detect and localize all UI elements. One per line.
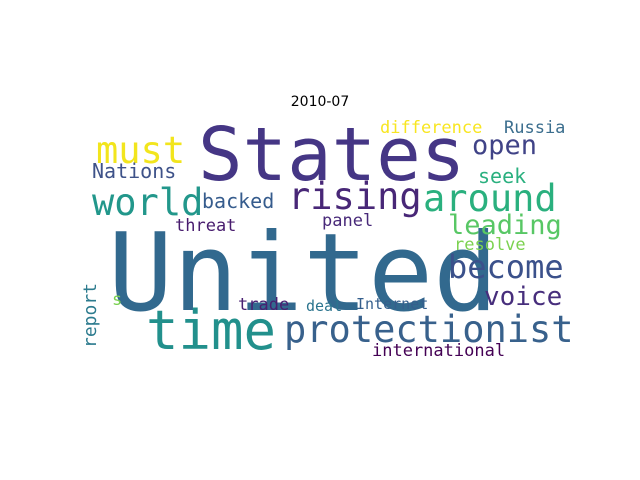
word-open: open <box>472 130 538 161</box>
word-voice: voice <box>484 282 563 312</box>
word-russia: Russia <box>504 118 566 138</box>
word-protectionist: protectionist <box>284 308 574 351</box>
word-united: United <box>108 211 499 336</box>
word-report: report <box>80 282 101 348</box>
word-rising: rising <box>288 175 422 218</box>
word-cloud: United States time protectionist must wo… <box>80 112 574 362</box>
word-backed: backed <box>202 189 275 213</box>
word-time: time <box>146 299 277 362</box>
word-resolve: resolve <box>454 235 526 255</box>
word-panel: panel <box>322 211 374 231</box>
word-nations: Nations <box>92 159 177 183</box>
word-seek: seek <box>478 164 527 188</box>
word-deal: deal <box>306 297 343 315</box>
word-world: world <box>92 181 204 224</box>
word-become: become <box>448 248 564 286</box>
word-international: international <box>372 341 506 361</box>
word-leading: leading <box>448 210 562 241</box>
word-internet: Internet <box>356 295 429 313</box>
word-threat: threat <box>175 216 237 236</box>
word-difference: difference <box>380 118 483 138</box>
word-states: States <box>198 112 466 198</box>
word-must: must <box>96 129 186 172</box>
chart-title: 2010-07 <box>290 94 350 110</box>
word-around: around <box>423 177 557 220</box>
word-s: s <box>112 290 123 310</box>
word-trade: trade <box>238 295 290 315</box>
